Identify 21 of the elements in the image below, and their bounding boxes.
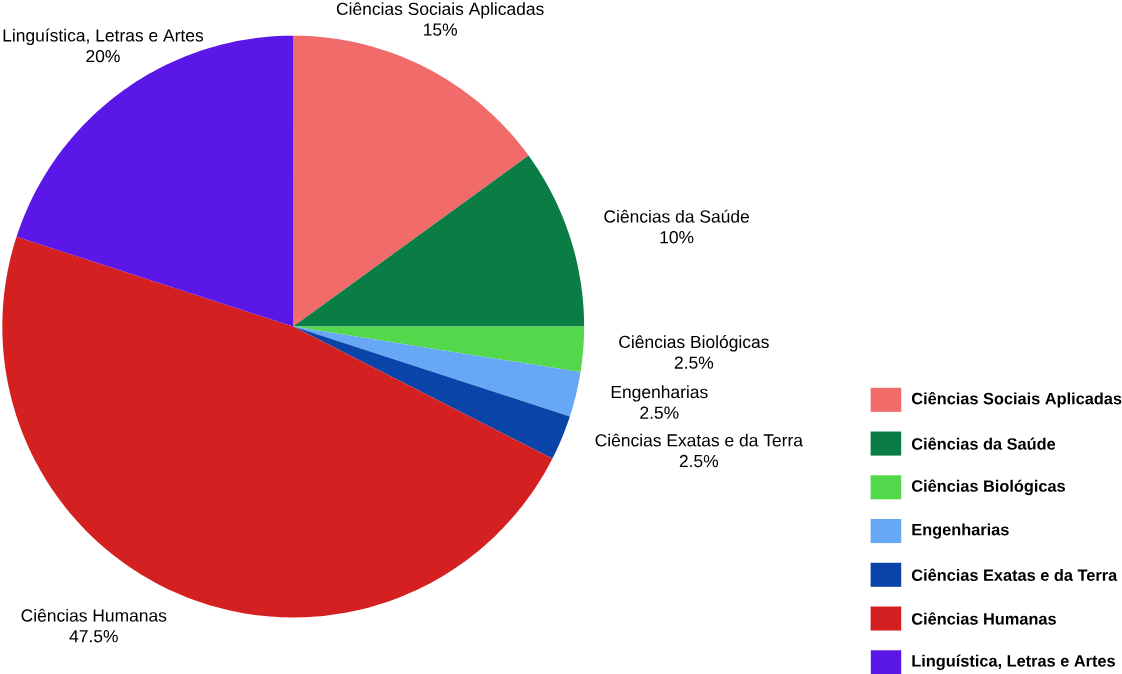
legend-label: Engenharias — [912, 523, 1009, 539]
data-label: 10% — [660, 230, 694, 244]
legend-label: Ciências Biológicas — [911, 479, 1065, 495]
legend-label: Ciências Sociais Aplicadas — [911, 391, 1122, 408]
data-label: 2.5% — [679, 454, 719, 468]
slice-label: Ciências Humanas — [21, 608, 167, 622]
data-label: 2.5% — [640, 406, 679, 419]
data-label: 2.5% — [674, 356, 714, 369]
slice-label: Ciências da Saúde — [604, 209, 749, 223]
legend-label: Linguística, Letras e Artes — [912, 654, 1115, 670]
legend-label: Ciências da Saúde — [911, 437, 1056, 450]
slice-label: Engenharias — [611, 385, 708, 402]
data-label: 47.5% — [69, 629, 118, 643]
slice-label: Linguística, Letras e Artes — [3, 28, 204, 45]
legend-label: Ciências Humanas — [911, 612, 1056, 625]
slice-label: Ciências Sociais Aplicadas — [336, 2, 544, 19]
slice-label: Ciências Biológicas — [619, 334, 769, 352]
slice-label: Ciências Exatas e da Terra — [595, 433, 803, 447]
data-label: 15% — [424, 23, 457, 36]
data-label: 20% — [86, 49, 120, 63]
legend-label: Ciências Exatas e da Terra — [911, 568, 1118, 581]
